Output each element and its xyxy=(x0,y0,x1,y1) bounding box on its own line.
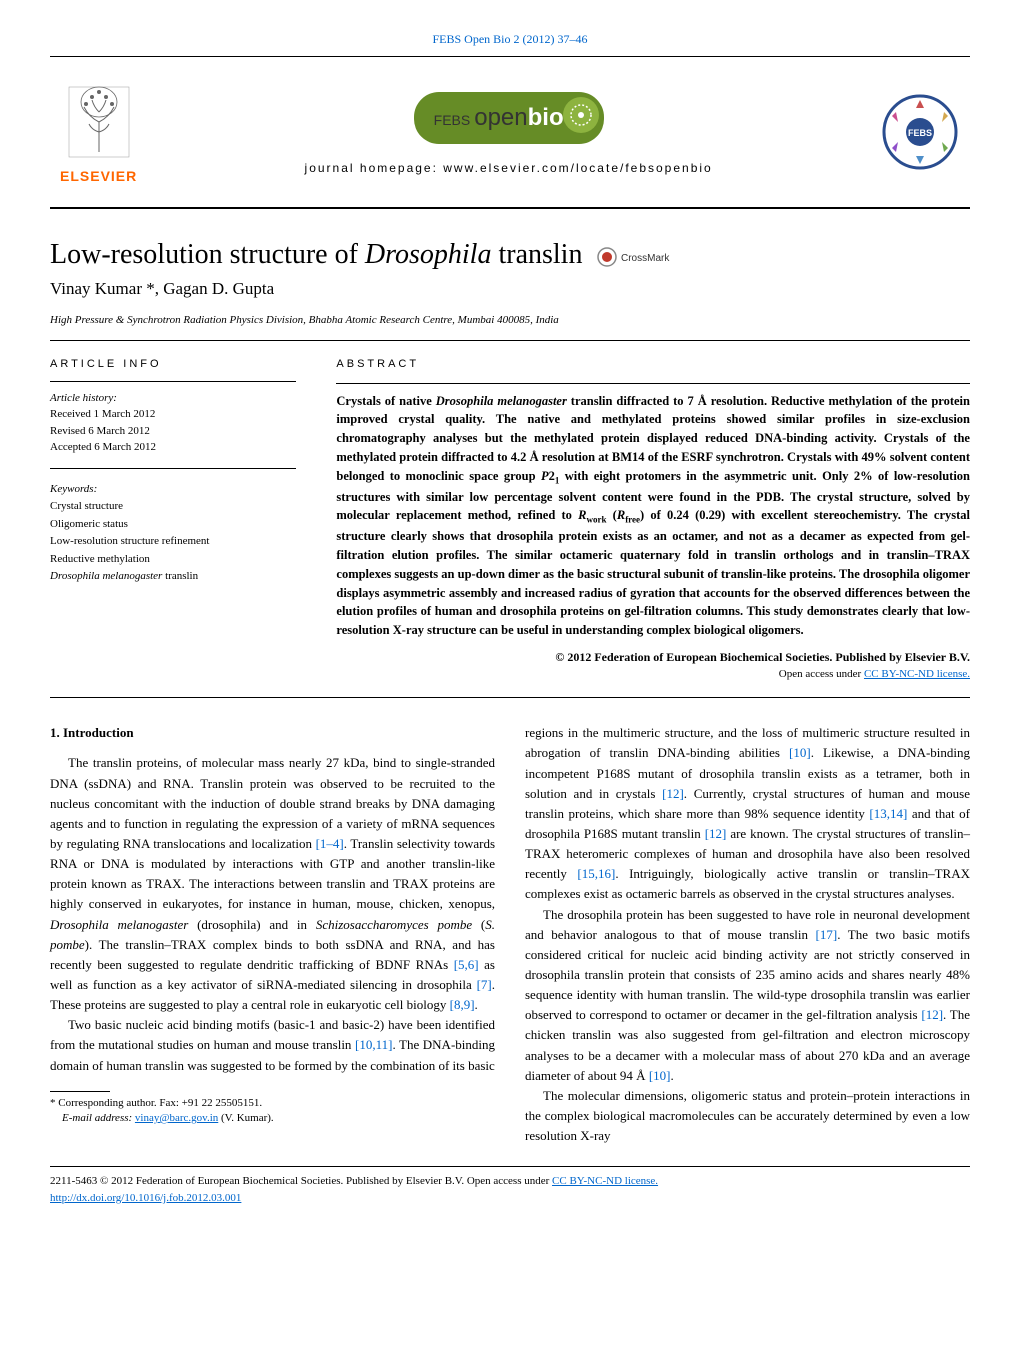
article-history-block: Article history: Received 1 March 2012 R… xyxy=(50,390,296,469)
journal-reference: FEBS Open Bio 2 (2012) 37–46 xyxy=(50,30,970,48)
article-title: Low-resolution structure of Drosophila t… xyxy=(50,239,582,270)
info-abstract-row: ARTICLE INFO Article history: Received 1… xyxy=(50,356,970,682)
febs-logo-icon: FEBS xyxy=(880,92,960,172)
left-column: 1. Introduction The translin proteins, o… xyxy=(50,723,495,1146)
footnote-divider xyxy=(50,1091,110,1092)
footer-license-link[interactable]: CC BY-NC-ND license. xyxy=(552,1175,658,1187)
body-divider xyxy=(50,697,970,698)
elsevier-logo: ELSEVIER xyxy=(60,82,137,187)
keyword-item: Drosophila melanogaster translin xyxy=(50,568,296,586)
footer-doi: http://dx.doi.org/10.1016/j.fob.2012.03.… xyxy=(50,1190,970,1207)
article-info-heading: ARTICLE INFO xyxy=(50,356,296,373)
article-info-column: ARTICLE INFO Article history: Received 1… xyxy=(50,356,296,682)
intro-p3: regions in the multimeric structure, and… xyxy=(525,723,970,904)
abstract-text: Crystals of native Drosophila melanogast… xyxy=(336,392,970,640)
elsevier-tree-icon xyxy=(64,82,134,162)
openbio-open: open xyxy=(474,104,527,131)
keywords-block: Keywords: Crystal structure Oligomeric s… xyxy=(50,481,296,587)
abstract-divider xyxy=(336,383,970,384)
febs-logo: FEBS xyxy=(880,92,960,178)
openbio-febs: FEBS xyxy=(434,112,471,128)
header-logos-row: ELSEVIER FEBSopenbio journal homepage: w… xyxy=(50,82,970,187)
footer-copyright: 2211-5463 © 2012 Federation of European … xyxy=(50,1173,970,1190)
openbio-circle-icon xyxy=(563,97,599,133)
intro-heading: 1. Introduction xyxy=(50,723,495,743)
abstract-copyright: © 2012 Federation of European Biochemica… xyxy=(336,648,970,666)
email-link[interactable]: vinay@barc.gov.in xyxy=(135,1112,218,1124)
abstract-license: Open access under CC BY-NC-ND license. xyxy=(336,666,970,683)
history-label: Article history: xyxy=(50,390,296,407)
accepted-date: Accepted 6 March 2012 xyxy=(50,439,296,456)
license-link[interactable]: CC BY-NC-ND license. xyxy=(864,668,970,680)
abstract-column: ABSTRACT Crystals of native Drosophila m… xyxy=(336,356,970,682)
revised-date: Revised 6 March 2012 xyxy=(50,423,296,440)
crossmark-badge[interactable]: CrossMark xyxy=(596,246,686,274)
openbio-bio: bio xyxy=(528,104,564,131)
info-divider-1 xyxy=(50,381,296,382)
keyword-item: Oligomeric status xyxy=(50,516,296,534)
intro-p5: The molecular dimensions, oligomeric sta… xyxy=(525,1086,970,1146)
svg-text:FEBS: FEBS xyxy=(908,128,932,138)
svg-text:CrossMark: CrossMark xyxy=(621,253,670,264)
title-divider xyxy=(50,207,970,209)
footer-divider xyxy=(50,1166,970,1167)
journal-homepage: journal homepage: www.elsevier.com/locat… xyxy=(137,159,880,177)
openbio-badge: FEBSopenbio xyxy=(414,92,604,144)
abstract-heading: ABSTRACT xyxy=(336,356,970,373)
keyword-item: Crystal structure xyxy=(50,498,296,516)
intro-p1: The translin proteins, of molecular mass… xyxy=(50,753,495,1015)
email-footnote: E-mail address: vinay@barc.gov.in (V. Ku… xyxy=(50,1111,495,1126)
received-date: Received 1 March 2012 xyxy=(50,406,296,423)
article-title-row: Low-resolution structure of Drosophila t… xyxy=(50,234,970,276)
keywords-label: Keywords: xyxy=(50,481,296,499)
body-columns: 1. Introduction The translin proteins, o… xyxy=(50,723,970,1146)
header-divider xyxy=(50,56,970,57)
intro-p2: Two basic nucleic acid binding motifs (b… xyxy=(50,1015,495,1075)
corresponding-footnote: * Corresponding author. Fax: +91 22 2550… xyxy=(50,1096,495,1111)
keyword-item: Reductive methylation xyxy=(50,551,296,569)
journal-logo-block: FEBSopenbio journal homepage: www.elsevi… xyxy=(137,92,880,177)
doi-link[interactable]: http://dx.doi.org/10.1016/j.fob.2012.03.… xyxy=(50,1192,241,1204)
intro-p4: The drosophila protein has been suggeste… xyxy=(525,905,970,1086)
right-column: regions in the multimeric structure, and… xyxy=(525,723,970,1146)
elsevier-text: ELSEVIER xyxy=(60,166,137,187)
affiliation-divider xyxy=(50,340,970,341)
authors: Vinay Kumar *, Gagan D. Gupta xyxy=(50,276,970,302)
affiliation: High Pressure & Synchrotron Radiation Ph… xyxy=(50,312,970,329)
keyword-item: Low-resolution structure refinement xyxy=(50,533,296,551)
